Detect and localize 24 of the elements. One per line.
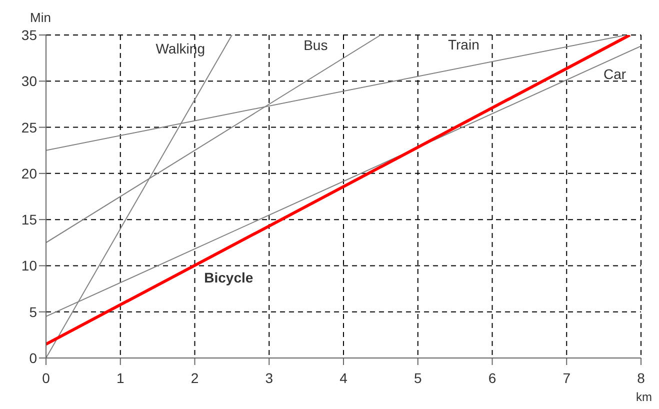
y-tick-label: 30 xyxy=(21,73,38,90)
y-tick-label: 5 xyxy=(29,304,38,320)
x-tick-label: 6 xyxy=(488,370,496,386)
x-tick-label: 0 xyxy=(42,370,50,386)
series-label: Walking xyxy=(156,40,205,57)
x-tick-label: 1 xyxy=(116,370,124,386)
y-tick-label: 10 xyxy=(21,258,38,274)
y-tick-label: 20 xyxy=(21,165,38,182)
series-label: Car xyxy=(604,66,626,82)
series-label: Bus xyxy=(304,37,328,54)
y-tick-label: 0 xyxy=(29,350,38,366)
x-tick-label: 8 xyxy=(637,370,646,386)
x-tick-label: 5 xyxy=(414,370,422,386)
y-tick-label: 25 xyxy=(21,119,38,136)
series-label: Train xyxy=(448,36,480,52)
y-tick-label: 15 xyxy=(21,212,38,228)
x-tick-label: 2 xyxy=(190,370,199,386)
x-tick-label: 3 xyxy=(265,370,274,386)
x-tick-label: 7 xyxy=(562,370,571,386)
y-axis-title: Min xyxy=(30,10,51,25)
series-label: Bicycle xyxy=(204,270,254,286)
x-axis-title: km xyxy=(636,390,652,404)
y-tick-label: 35 xyxy=(21,26,38,43)
x-tick-label: 4 xyxy=(340,370,348,386)
